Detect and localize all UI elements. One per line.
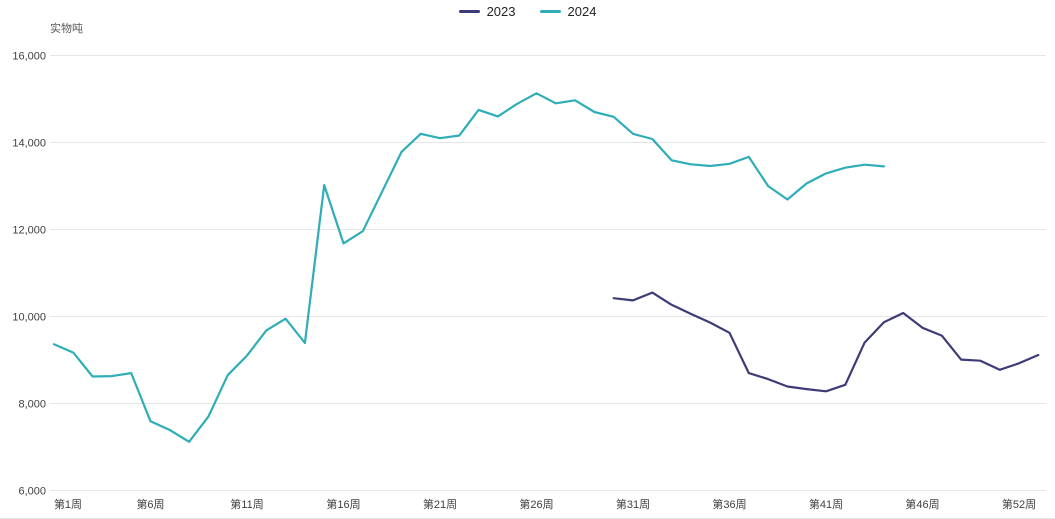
chart-legend: 2023 2024 [0, 4, 1055, 19]
series-line-2023[interactable] [612, 291, 1040, 393]
x-axis-tick-label: 第26周 [519, 497, 553, 511]
legend-line-mark-2023 [458, 10, 480, 13]
x-axis-tick-label: 第46周 [905, 497, 939, 511]
y-axis-tick-label: 12,000 [12, 225, 46, 237]
y-axis-tick-label: 10,000 [12, 312, 46, 324]
legend-line-mark-2024 [539, 10, 561, 13]
x-axis-tick-label: 第31周 [616, 497, 650, 511]
y-axis-tick-label: 14,000 [12, 138, 46, 150]
x-axis-tick-label: 第21周 [423, 497, 457, 511]
x-axis-tick-label: 第6周 [136, 497, 164, 511]
legend-item-2023[interactable]: 2023 [458, 4, 516, 19]
y-axis-unit-label: 实物吨 [50, 23, 83, 35]
y-axis-tick-label: 6,000 [18, 486, 46, 498]
x-axis-tick-label: 第52周 [1002, 497, 1036, 511]
legend-item-2024[interactable]: 2024 [539, 4, 597, 19]
x-axis-tick-label: 第1周 [54, 497, 82, 511]
x-axis-tick-label: 第36周 [712, 497, 746, 511]
x-axis-tick-label: 第11周 [230, 497, 263, 511]
legend-label-2023: 2023 [486, 4, 516, 19]
series-line-2024[interactable] [52, 92, 886, 443]
y-axis-tick-label: 16,000 [12, 51, 46, 63]
y-axis-tick-label: 8,000 [18, 399, 46, 411]
x-axis-tick-label: 第41周 [809, 497, 843, 511]
x-axis-tick-label: 第16周 [326, 497, 360, 511]
legend-label-2024: 2024 [567, 4, 597, 19]
